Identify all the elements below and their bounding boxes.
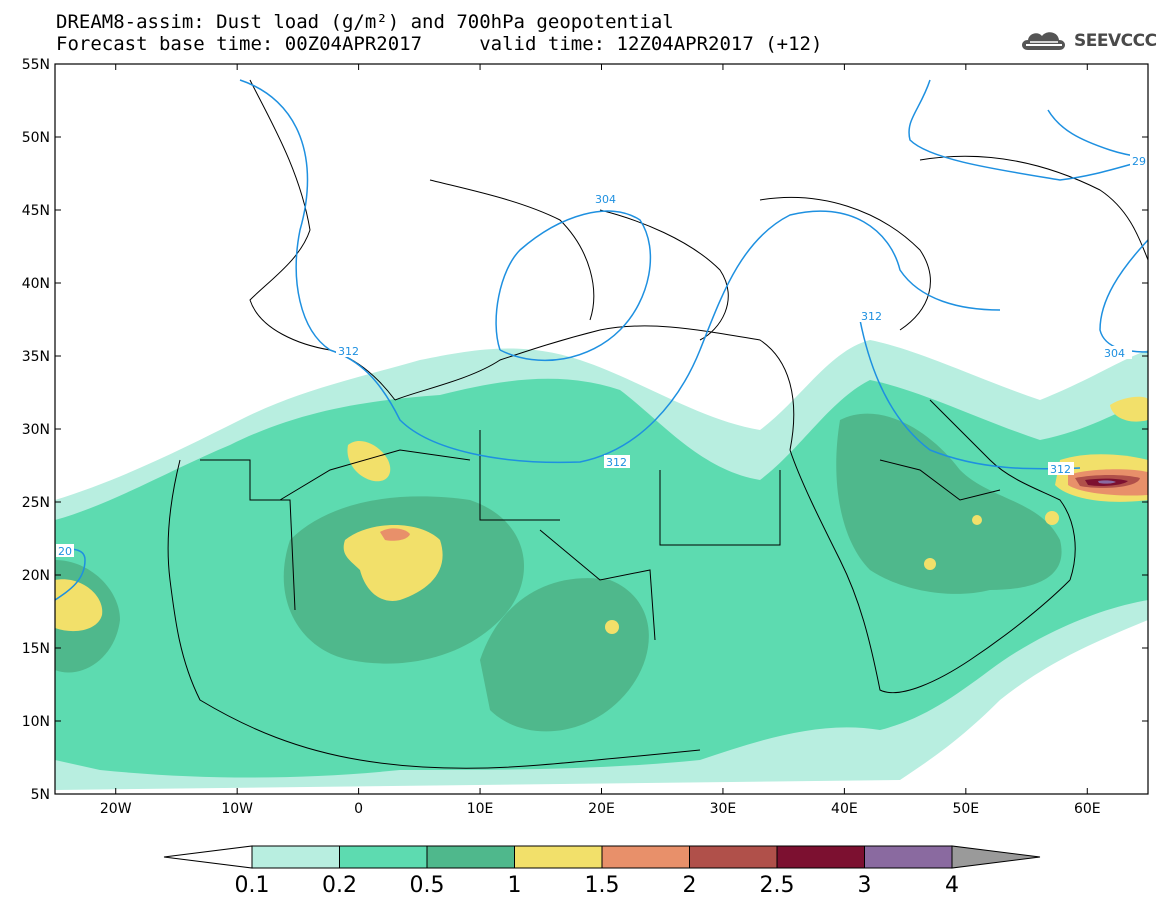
lat-tick-label: 25N [22, 495, 50, 511]
contour-312-east [859, 319, 1081, 470]
coastlines [167, 79, 1148, 769]
seevccc-logo: SEEVCCC [1018, 26, 1157, 56]
contour-label: 312 [606, 456, 627, 469]
forecast-time-line: Forecast base time: 00Z04APR2017 valid t… [56, 33, 823, 55]
contour-304-west [239, 79, 1001, 464]
lon-tick-label: 20W [100, 801, 132, 817]
colorbar: 0.1 0.2 0.5 1 1.5 2 2.5 3 4 [163, 845, 1041, 898]
lat-tick-label: 35N [22, 349, 50, 365]
dust-level-1-algeria [347, 440, 391, 482]
lat-tick-label: 30N [22, 422, 50, 438]
colorbar-segment [339, 845, 428, 869]
contour-label: 312 [1050, 463, 1071, 476]
dust-level-1.5-sahara [380, 528, 410, 541]
lat-tick-label: 15N [22, 641, 50, 657]
colorbar-level-label: 1.5 [585, 873, 620, 898]
colorbar-segment [689, 845, 778, 869]
colorbar-segment [776, 845, 865, 869]
contour-label: 304 [1104, 347, 1125, 360]
dust-level-1-iran-north [1110, 396, 1148, 422]
colorbar-under-triangle [163, 845, 253, 869]
contour-labels: 304 312 312 312 312 304 20 29 [56, 154, 1148, 558]
cloud-logo-icon [1022, 32, 1065, 50]
colorbar-level-label: 2.5 [760, 873, 795, 898]
dust-field [55, 79, 1148, 790]
dust-level-1-sahara [343, 525, 443, 601]
latitude-axis: 5N 10N 15N 20N 25N 30N 35N 40N 45N 50N 55N [22, 57, 1148, 803]
dust-spot-2 [924, 558, 936, 570]
colorbar-level-label: 0.2 [322, 873, 357, 898]
colorbar-level-label: 0.1 [235, 873, 270, 898]
colorbar-over-triangle [951, 845, 1041, 869]
contour-label: 20 [58, 545, 72, 558]
geopotential-contours [55, 79, 1148, 601]
dust-level-0.5-arabia [836, 413, 1062, 594]
contour-304-sea [495, 210, 652, 362]
dust-level-0.5-center [480, 578, 649, 732]
lat-tick-label: 40N [22, 276, 50, 292]
longitude-axis: 20W 10W 0 10E 20E 30E 40E 50E 60E [100, 64, 1101, 817]
logo-text: SEEVCCC [1074, 31, 1157, 51]
lat-tick-label: 50N [22, 130, 50, 146]
colorbar-level-label: 3 [858, 873, 872, 898]
lat-tick-label: 55N [22, 57, 50, 73]
colorbar-level-label: 0.5 [410, 873, 445, 898]
colorbar-segment [251, 845, 340, 869]
dust-level-3-iran [1098, 480, 1116, 484]
colorbar-segment [864, 845, 953, 869]
lat-tick-label: 20N [22, 568, 50, 584]
lon-tick-label: 10W [221, 801, 253, 817]
colorbar-segment [601, 845, 690, 869]
lon-tick-label: 30E [710, 801, 737, 817]
dust-spot-1 [605, 620, 619, 634]
colorbar-level-label: 4 [945, 873, 959, 898]
lat-tick-label: 10N [22, 714, 50, 730]
colorbar-segment [514, 845, 603, 869]
lat-tick-label: 5N [31, 787, 50, 803]
contour-label: 29 [1132, 155, 1146, 168]
colorbar-level-label: 2 [683, 873, 697, 898]
contour-label: 312 [338, 345, 359, 358]
lon-tick-label: 60E [1074, 801, 1101, 817]
lon-tick-label: 50E [952, 801, 979, 817]
map-title: DREAM8-assim: Dust load (g/m²) and 700hP… [56, 11, 674, 33]
colorbar-level-label: 1 [508, 873, 522, 898]
lon-tick-label: 10E [467, 801, 494, 817]
contour-29-ne [908, 79, 1148, 181]
lon-tick-label: 40E [831, 801, 858, 817]
lat-tick-label: 45N [22, 203, 50, 219]
lon-tick-label: 20E [588, 801, 615, 817]
dust-spot-3 [1045, 511, 1059, 525]
contour-label: 304 [595, 193, 616, 206]
lon-tick-label: 0 [354, 801, 363, 817]
colorbar-segment [426, 845, 515, 869]
contour-label: 312 [861, 310, 882, 323]
dust-spot-4 [972, 515, 982, 525]
